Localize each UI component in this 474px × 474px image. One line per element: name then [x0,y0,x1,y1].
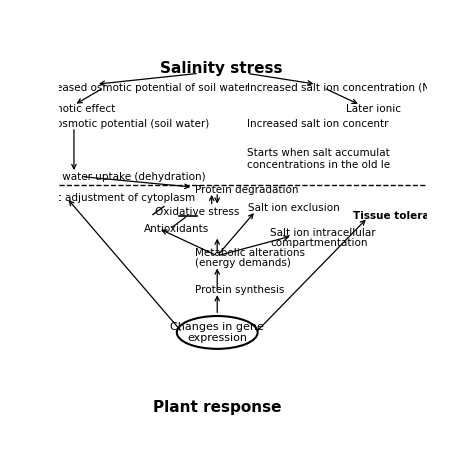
Text: Antioxidants: Antioxidants [144,224,209,234]
Text: Metabolic alterations: Metabolic alterations [195,248,305,258]
Text: Protein synthesis: Protein synthesis [195,285,284,295]
Text: osmotic potential (soil water): osmotic potential (soil water) [55,119,209,129]
Text: Increased salt ion concentr: Increased salt ion concentr [246,119,388,129]
Text: Changes in gene: Changes in gene [170,322,264,332]
Text: Plant response: Plant response [153,401,282,416]
Text: l water uptake (dehydration): l water uptake (dehydration) [55,172,205,182]
Text: Salt ion exclusion: Salt ion exclusion [248,203,340,213]
Text: notic effect: notic effect [55,104,115,114]
Text: (energy demands): (energy demands) [195,258,291,268]
Text: concentrations in the old le: concentrations in the old le [246,160,390,170]
Text: Tissue tolerance: Tissue tolerance [353,210,450,220]
Text: compartmentation: compartmentation [271,238,368,248]
Text: c adjustment of cytoplasm: c adjustment of cytoplasm [55,193,195,203]
Text: Protein degradation: Protein degradation [195,185,299,195]
Text: Oxidative stress: Oxidative stress [155,207,239,217]
Text: Salt ion intracellular: Salt ion intracellular [271,228,376,238]
Text: expression: expression [187,333,247,343]
Text: Later ionic: Later ionic [346,104,401,114]
Text: eased osmotic potential of soil water: eased osmotic potential of soil water [55,83,249,93]
Text: Increased salt ion concentration (N: Increased salt ion concentration (N [246,83,429,93]
Text: Salinity stress: Salinity stress [160,61,282,76]
Text: Starts when salt accumulat: Starts when salt accumulat [246,148,389,158]
